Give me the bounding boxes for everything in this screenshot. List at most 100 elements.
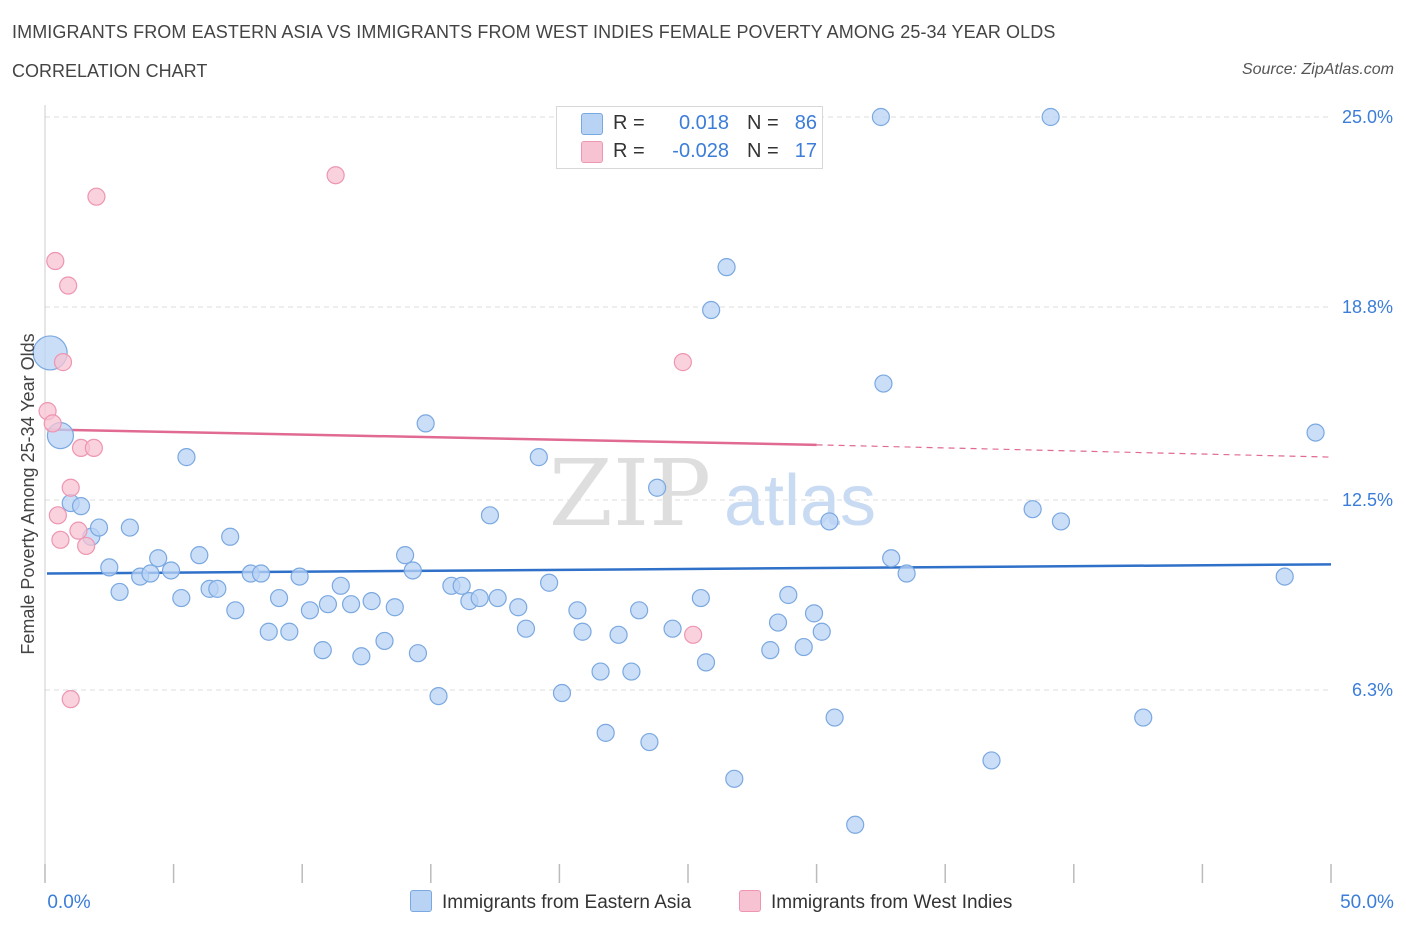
point-eastern-asia [702, 300, 721, 320]
trend-line-west-indies [46, 428, 817, 447]
point-eastern-asia [663, 619, 682, 638]
y-tick-label: 6.3% [1352, 680, 1393, 700]
point-eastern-asia [251, 564, 271, 583]
point-west-indies [84, 438, 103, 458]
point-eastern-asia [1041, 107, 1060, 127]
point-west-indies [326, 166, 345, 185]
point-eastern-asia [318, 595, 338, 614]
blue-swatch [410, 890, 432, 912]
point-eastern-asia [640, 732, 659, 752]
point-eastern-asia [768, 613, 788, 632]
point-eastern-asia [385, 598, 404, 617]
point-eastern-asia [1023, 500, 1042, 519]
n-label: N = [747, 140, 779, 162]
legend-label: Immigrants from West Indies [771, 892, 1013, 913]
point-eastern-asia [120, 518, 139, 537]
point-eastern-asia [691, 588, 710, 608]
point-eastern-asia [779, 585, 798, 605]
point-eastern-asia [874, 374, 893, 393]
point-eastern-asia [609, 625, 628, 644]
trend-line-west-indies-extension [816, 444, 1332, 458]
point-eastern-asia [540, 573, 559, 592]
point-eastern-asia [226, 601, 245, 620]
axes [44, 105, 1332, 883]
point-eastern-asia [100, 558, 119, 577]
legend-row-eastern-asia: R = 0.018 N = 86 [581, 112, 817, 136]
point-eastern-asia [341, 595, 361, 614]
point-eastern-asia [573, 622, 592, 641]
stats-legend: R = 0.018 N = 86 R = -0.028 N = 17 [556, 106, 823, 169]
pink-swatch [581, 140, 603, 163]
point-west-indies [61, 690, 80, 709]
point-eastern-asia [1306, 423, 1325, 442]
point-west-indies [61, 478, 80, 497]
pink-swatch [739, 890, 761, 912]
point-eastern-asia [89, 518, 109, 537]
point-eastern-asia [408, 644, 428, 663]
point-eastern-asia [820, 512, 839, 531]
point-eastern-asia [208, 579, 227, 598]
point-eastern-asia [470, 588, 489, 608]
point-eastern-asia [172, 588, 191, 608]
point-west-indies [46, 251, 65, 271]
point-eastern-asia [794, 637, 813, 657]
point-west-indies [87, 187, 106, 206]
point-eastern-asia [761, 641, 780, 660]
data-points [32, 107, 1325, 834]
point-eastern-asia [375, 631, 394, 651]
point-eastern-asia [804, 604, 824, 623]
r-label: R = [613, 112, 645, 134]
point-eastern-asia [696, 653, 716, 672]
point-eastern-asia [110, 582, 129, 602]
y-tick-label: 12.5% [1342, 490, 1393, 510]
point-eastern-asia [452, 576, 471, 595]
point-eastern-asia [568, 601, 587, 620]
point-eastern-asia [552, 683, 572, 703]
watermark-zip: ZIP [549, 440, 711, 547]
point-eastern-asia [313, 641, 332, 660]
trend-line-eastern-asia [46, 563, 1332, 575]
point-eastern-asia [280, 622, 299, 641]
point-eastern-asia [725, 769, 744, 788]
point-eastern-asia [149, 549, 168, 568]
point-eastern-asia [259, 622, 278, 641]
r-value: -0.028 [672, 140, 729, 162]
point-eastern-asia [190, 546, 209, 565]
legend-item-west-indies: Immigrants from West Indies [739, 890, 1012, 914]
tick-labels: 25.0% 18.8% 12.5% 6.3% 0.0% 50.0% [47, 107, 1394, 913]
point-eastern-asia [846, 815, 865, 834]
point-eastern-asia [403, 561, 422, 580]
source-label: Source: ZipAtlas.com [1241, 61, 1394, 78]
point-eastern-asia [648, 478, 667, 497]
point-eastern-asia [362, 592, 381, 611]
y-tick-label: 25.0% [1342, 107, 1393, 127]
y-tick-label: 18.8% [1342, 297, 1393, 317]
r-label: R = [613, 140, 645, 162]
point-eastern-asia [529, 448, 548, 467]
point-eastern-asia [221, 527, 240, 546]
point-eastern-asia [622, 662, 641, 681]
point-eastern-asia [71, 497, 91, 516]
point-eastern-asia [161, 561, 181, 580]
chart-subtitle: CORRELATION CHART [12, 61, 208, 81]
point-west-indies [684, 625, 703, 644]
point-eastern-asia [290, 567, 309, 586]
n-value: 86 [794, 112, 817, 134]
point-eastern-asia [982, 751, 1001, 770]
point-eastern-asia [1275, 567, 1294, 586]
point-west-indies [43, 414, 62, 433]
point-west-indies [51, 530, 70, 549]
point-eastern-asia [395, 546, 415, 565]
r-value: 0.018 [678, 112, 729, 134]
point-eastern-asia [596, 723, 615, 742]
point-eastern-asia [509, 598, 528, 617]
point-eastern-asia [331, 576, 350, 595]
legend-row-west-indies: R = -0.028 N = 17 [581, 140, 817, 164]
point-eastern-asia [630, 601, 649, 620]
legend-label: Immigrants from Eastern Asia [442, 892, 692, 913]
point-eastern-asia [269, 588, 289, 608]
point-eastern-asia [141, 564, 160, 583]
point-eastern-asia [825, 708, 844, 727]
point-eastern-asia [488, 588, 507, 608]
n-label: N = [747, 112, 779, 134]
